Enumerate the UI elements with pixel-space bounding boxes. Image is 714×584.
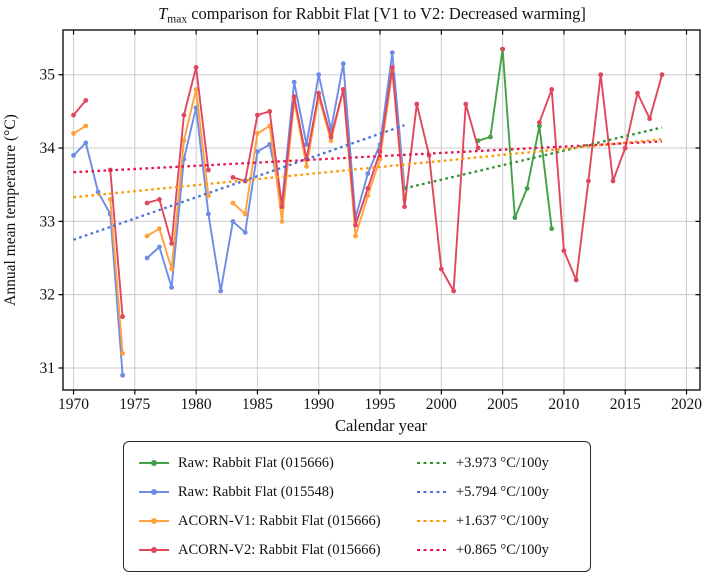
x-tick-label: 1990	[303, 396, 334, 413]
legend-label: ACORN-V2: Rabbit Flat (015666)	[178, 541, 381, 558]
legend-item-raw-015548: Raw: Rabbit Flat (015548)	[139, 482, 397, 502]
trend-acorn-v2	[73, 140, 663, 174]
y-tick-label: 31	[40, 360, 56, 377]
legend: Raw: Rabbit Flat (015666) +3.973 °C/100y…	[123, 441, 591, 572]
legend-label: Raw: Rabbit Flat (015548)	[178, 483, 334, 500]
y-axis-label: Annual mean temperature (°C)	[2, 114, 19, 306]
series-acorn-v2-015666	[71, 46, 665, 320]
y-tick-label: 34	[40, 140, 56, 157]
line-marker-swatch	[139, 544, 169, 556]
trend-lines	[73, 124, 663, 241]
legend-item-trend-acorn-v1: +1.637 °C/100y	[417, 511, 575, 531]
dotted-line-swatch	[417, 515, 447, 527]
trend-raw-015666	[404, 126, 663, 190]
dotted-line-swatch	[417, 457, 447, 469]
legend-item-acorn-v2: ACORN-V2: Rabbit Flat (015666)	[139, 540, 397, 560]
y-tick-label: 35	[40, 67, 56, 84]
x-tick-label: 2015	[610, 396, 641, 413]
trend-acorn-v1	[73, 138, 663, 199]
x-tick-label: 1995	[365, 396, 396, 413]
legend-item-acorn-v1: ACORN-V1: Rabbit Flat (015666)	[139, 511, 397, 531]
legend-item-raw-015666: Raw: Rabbit Flat (015666)	[139, 453, 397, 473]
x-tick-label: 1970	[58, 396, 89, 413]
data-series	[71, 46, 665, 378]
dotted-line-swatch	[417, 486, 447, 498]
line-marker-swatch	[139, 457, 169, 469]
legend-item-trend-raw-015548: +5.794 °C/100y	[417, 482, 575, 502]
chart: Tmax comparison for Rabbit Flat [V1 to V…	[2, 4, 702, 435]
legend-label: +5.794 °C/100y	[456, 483, 549, 500]
x-tick-label: 2010	[548, 396, 579, 413]
line-marker-swatch	[139, 515, 169, 527]
x-axis-label: Calendar year	[335, 416, 428, 435]
dotted-line-swatch	[417, 544, 447, 556]
legend-label: +3.973 °C/100y	[456, 454, 549, 471]
chart-title: Tmax comparison for Rabbit Flat [V1 to V…	[158, 4, 586, 26]
legend-container: Raw: Rabbit Flat (015666) +3.973 °C/100y…	[0, 436, 714, 572]
x-tick-label: 1980	[181, 396, 212, 413]
trend-raw-015548	[73, 124, 405, 241]
x-tick-label: 1985	[242, 396, 273, 413]
y-tick-label: 32	[40, 287, 56, 304]
legend-label: +0.865 °C/100y	[456, 541, 549, 558]
legend-item-trend-acorn-v2: +0.865 °C/100y	[417, 540, 575, 560]
axes: 1970 1975 1980 1985 1990 1995 2000 2005 2010 2015…	[40, 29, 702, 413]
line-marker-swatch	[139, 486, 169, 498]
x-tick-label: 1975	[119, 396, 150, 413]
y-tick-label: 33	[40, 213, 56, 230]
gridlines	[63, 30, 700, 390]
legend-item-trend-raw-015666: +3.973 °C/100y	[417, 453, 575, 473]
legend-label: ACORN-V1: Rabbit Flat (015666)	[178, 512, 381, 529]
legend-label: +1.637 °C/100y	[456, 512, 549, 529]
x-tick-label: 2020	[671, 396, 702, 413]
x-tick-label: 2005	[487, 396, 518, 413]
x-tick-label: 2000	[426, 396, 457, 413]
legend-label: Raw: Rabbit Flat (015666)	[178, 454, 334, 471]
